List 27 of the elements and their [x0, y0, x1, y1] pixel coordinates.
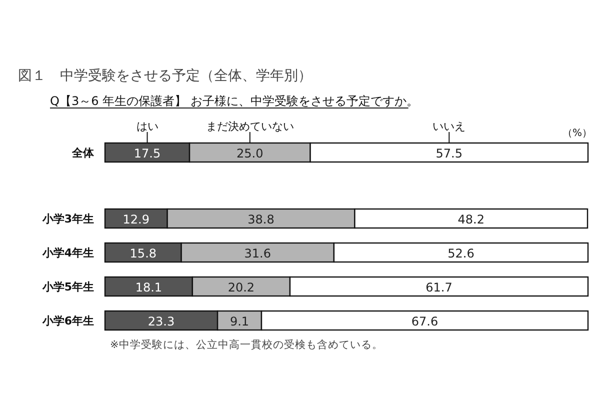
data-label: 9.1 — [230, 314, 250, 328]
y-tick-label: 全体 — [71, 146, 95, 160]
data-label: 15.8 — [130, 246, 157, 260]
y-tick-label: 小学3年生 — [41, 212, 94, 226]
series-label: いいえ — [432, 120, 466, 133]
title: 図１ 中学受験をさせる予定（全体、学年別） — [18, 68, 312, 84]
data-label: 48.2 — [458, 212, 484, 226]
data-label: 61.7 — [426, 280, 452, 294]
series-label: はい — [136, 120, 158, 133]
data-label: 52.6 — [448, 246, 474, 260]
data-label: 57.5 — [436, 146, 462, 160]
data-label: 38.8 — [248, 212, 274, 226]
data-label: 31.6 — [244, 246, 271, 260]
chart-subtitle: Q【3～6 年生の保護者】 お子様に、中学受験をさせる予定ですか。 — [50, 94, 418, 108]
y-tick-label: 小学6年生 — [41, 314, 94, 328]
series-label: まだ決めていない — [206, 120, 294, 133]
annotation: （%） — [562, 128, 592, 139]
data-label: 23.3 — [148, 314, 175, 328]
data-label: 17.5 — [134, 146, 161, 160]
y-tick-label: 小学4年生 — [41, 246, 94, 260]
text: ※中学受験には、公立中高一貫校の受検も含めている。 — [110, 338, 383, 351]
data-label: 67.6 — [411, 314, 438, 328]
data-label: 20.2 — [228, 280, 255, 294]
data-label: 25.0 — [236, 146, 264, 160]
data-label: 18.1 — [135, 280, 162, 294]
y-tick-label: 小学5年生 — [41, 280, 94, 294]
data-label: 12.9 — [122, 212, 150, 226]
